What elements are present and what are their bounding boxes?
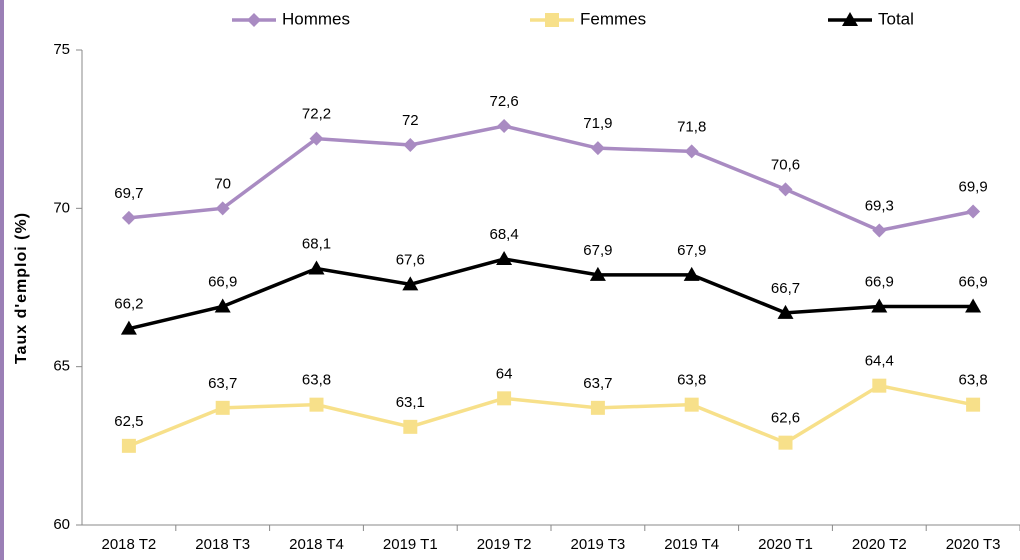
data-label: 64,4: [865, 353, 894, 370]
data-label: 71,9: [583, 115, 612, 132]
data-label: 66,7: [771, 280, 800, 297]
data-point: [215, 201, 230, 216]
data-point: [497, 391, 512, 406]
data-point: [214, 298, 231, 313]
data-label: 72,6: [489, 93, 518, 110]
data-label: 68,1: [302, 235, 331, 252]
data-point: [120, 320, 137, 335]
data-point: [121, 438, 136, 453]
x-tick-label: 2020 T3: [946, 536, 1001, 553]
series-line: [128, 257, 974, 331]
data-label: 69,3: [865, 197, 894, 214]
series-line: [128, 124, 974, 233]
data-point: [777, 304, 794, 319]
data-label: 67,9: [677, 242, 706, 259]
data-label: 72: [402, 112, 419, 129]
legend-marker: [545, 13, 559, 27]
data-label: 63,7: [208, 375, 237, 392]
data-label: 71,8: [677, 118, 706, 135]
legend-label: Total: [878, 9, 914, 28]
data-label: 63,7: [583, 375, 612, 392]
data-point: [309, 397, 324, 412]
data-label: 68,4: [489, 226, 518, 243]
data-label: 66,9: [208, 273, 237, 290]
data-label: 64: [496, 365, 513, 382]
data-label: 69,7: [114, 185, 143, 202]
data-point: [497, 119, 512, 133]
y-tick-label: 60: [53, 516, 70, 533]
x-tick-label: 2019 T2: [477, 536, 532, 553]
data-point: [965, 298, 982, 313]
data-point: [683, 266, 700, 281]
legend-label: Femmes: [580, 9, 646, 28]
x-tick-label: 2018 T3: [195, 536, 250, 553]
x-tick-label: 2019 T1: [383, 536, 438, 553]
y-tick-label: 65: [53, 358, 70, 375]
data-label: 62,5: [114, 413, 143, 430]
data-label: 67,6: [396, 251, 425, 268]
data-point: [590, 400, 605, 415]
data-point: [403, 138, 418, 152]
data-point: [778, 182, 793, 197]
data-label: 72,2: [302, 106, 331, 123]
data-point: [402, 276, 419, 291]
data-label: 63,8: [677, 372, 706, 389]
data-point: [966, 397, 981, 412]
data-point: [966, 204, 981, 219]
side-bar: [0, 0, 4, 560]
data-label: 70,6: [771, 156, 800, 173]
data-label: 67,9: [583, 242, 612, 259]
data-label: 63,1: [396, 394, 425, 411]
data-label: 70: [214, 175, 231, 192]
data-label: 66,9: [865, 273, 894, 290]
legend-marker: [842, 12, 858, 26]
data-point: [308, 260, 325, 275]
data-point: [309, 131, 324, 146]
data-point: [684, 144, 699, 159]
x-tick-label: 2019 T4: [664, 536, 719, 553]
x-tick-label: 2019 T3: [571, 536, 626, 553]
y-tick-label: 70: [53, 199, 70, 216]
data-label: 66,2: [114, 296, 143, 313]
data-point: [590, 141, 605, 156]
data-point: [403, 419, 418, 434]
data-point: [871, 298, 888, 313]
x-tick-label: 2020 T1: [758, 536, 813, 553]
data-label: 63,8: [958, 372, 987, 389]
series-line: [128, 383, 974, 448]
data-point: [872, 223, 887, 238]
y-tick-label: 75: [53, 41, 70, 58]
data-point: [684, 397, 699, 412]
data-point: [121, 210, 136, 225]
legend-label: Hommes: [282, 9, 350, 28]
data-point: [872, 378, 887, 393]
x-tick-label: 2018 T4: [289, 536, 344, 553]
y-axis-label: Taux d'emploi (%): [13, 212, 30, 364]
data-point: [778, 435, 793, 450]
data-label: 66,9: [958, 273, 987, 290]
legend-marker: [247, 13, 261, 27]
data-point: [589, 266, 606, 281]
data-label: 62,6: [771, 410, 800, 427]
data-label: 63,8: [302, 372, 331, 389]
data-label: 69,9: [958, 178, 987, 195]
x-tick-label: 2020 T2: [852, 536, 907, 553]
data-point: [496, 251, 513, 265]
data-point: [215, 400, 230, 415]
x-tick-label: 2018 T2: [102, 536, 157, 553]
